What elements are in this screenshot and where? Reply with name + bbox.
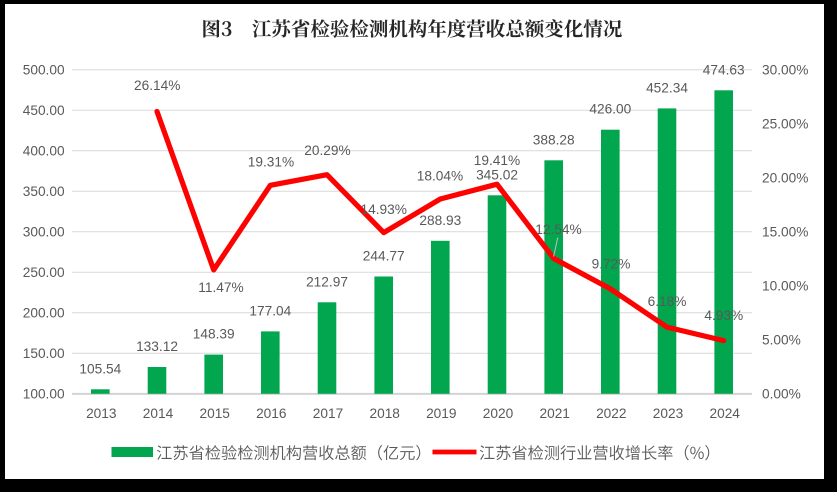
- svg-text:2022: 2022: [596, 406, 626, 421]
- svg-text:426.00: 426.00: [589, 102, 631, 117]
- svg-text:10.00%: 10.00%: [762, 279, 808, 294]
- svg-text:2017: 2017: [313, 406, 343, 421]
- svg-text:100.00: 100.00: [23, 387, 65, 402]
- svg-text:474.63: 474.63: [703, 62, 745, 77]
- svg-text:500.00: 500.00: [23, 63, 65, 78]
- svg-text:5.00%: 5.00%: [762, 333, 801, 348]
- svg-text:212.97: 212.97: [306, 274, 348, 289]
- svg-text:2013: 2013: [86, 406, 117, 421]
- svg-text:250.00: 250.00: [23, 265, 65, 280]
- svg-text:288.93: 288.93: [419, 213, 461, 228]
- svg-text:0.00%: 0.00%: [762, 387, 801, 402]
- svg-text:15.00%: 15.00%: [762, 225, 808, 240]
- svg-text:105.54: 105.54: [79, 361, 121, 376]
- svg-text:345.02: 345.02: [476, 167, 518, 182]
- svg-text:133.12: 133.12: [136, 339, 178, 354]
- svg-text:148.39: 148.39: [193, 327, 235, 342]
- svg-text:450.00: 450.00: [23, 103, 65, 118]
- svg-text:2016: 2016: [256, 406, 287, 421]
- svg-text:9.72%: 9.72%: [592, 256, 631, 271]
- svg-text:18.04%: 18.04%: [417, 169, 463, 184]
- svg-text:244.77: 244.77: [363, 249, 405, 264]
- svg-text:2021: 2021: [539, 406, 569, 421]
- svg-text:350.00: 350.00: [23, 184, 65, 199]
- svg-text:388.28: 388.28: [533, 132, 575, 147]
- svg-text:4.93%: 4.93%: [704, 308, 743, 323]
- svg-text:11.47%: 11.47%: [198, 280, 243, 295]
- svg-text:452.34: 452.34: [646, 80, 688, 95]
- svg-text:19.31%: 19.31%: [248, 154, 294, 169]
- svg-text:2018: 2018: [369, 406, 400, 421]
- svg-text:26.14%: 26.14%: [134, 78, 180, 93]
- svg-text:200.00: 200.00: [23, 306, 65, 321]
- svg-text:2019: 2019: [426, 406, 456, 421]
- svg-text:6.18%: 6.18%: [648, 294, 687, 309]
- svg-text:2014: 2014: [143, 406, 174, 421]
- svg-text:2020: 2020: [483, 406, 514, 421]
- svg-text:14.93%: 14.93%: [360, 202, 406, 217]
- svg-text:25.00%: 25.00%: [762, 117, 808, 132]
- svg-text:400.00: 400.00: [23, 144, 65, 159]
- svg-text:20.00%: 20.00%: [762, 171, 808, 186]
- svg-text:177.04: 177.04: [249, 303, 291, 318]
- svg-text:20.29%: 20.29%: [304, 143, 350, 158]
- svg-text:30.00%: 30.00%: [762, 63, 808, 78]
- svg-text:12.54%: 12.54%: [535, 222, 581, 237]
- svg-text:2023: 2023: [653, 406, 684, 421]
- svg-text:2015: 2015: [199, 406, 230, 421]
- svg-text:150.00: 150.00: [23, 346, 65, 361]
- svg-text:19.41%: 19.41%: [474, 153, 520, 168]
- svg-text:300.00: 300.00: [23, 225, 65, 240]
- svg-text:2024: 2024: [709, 406, 740, 421]
